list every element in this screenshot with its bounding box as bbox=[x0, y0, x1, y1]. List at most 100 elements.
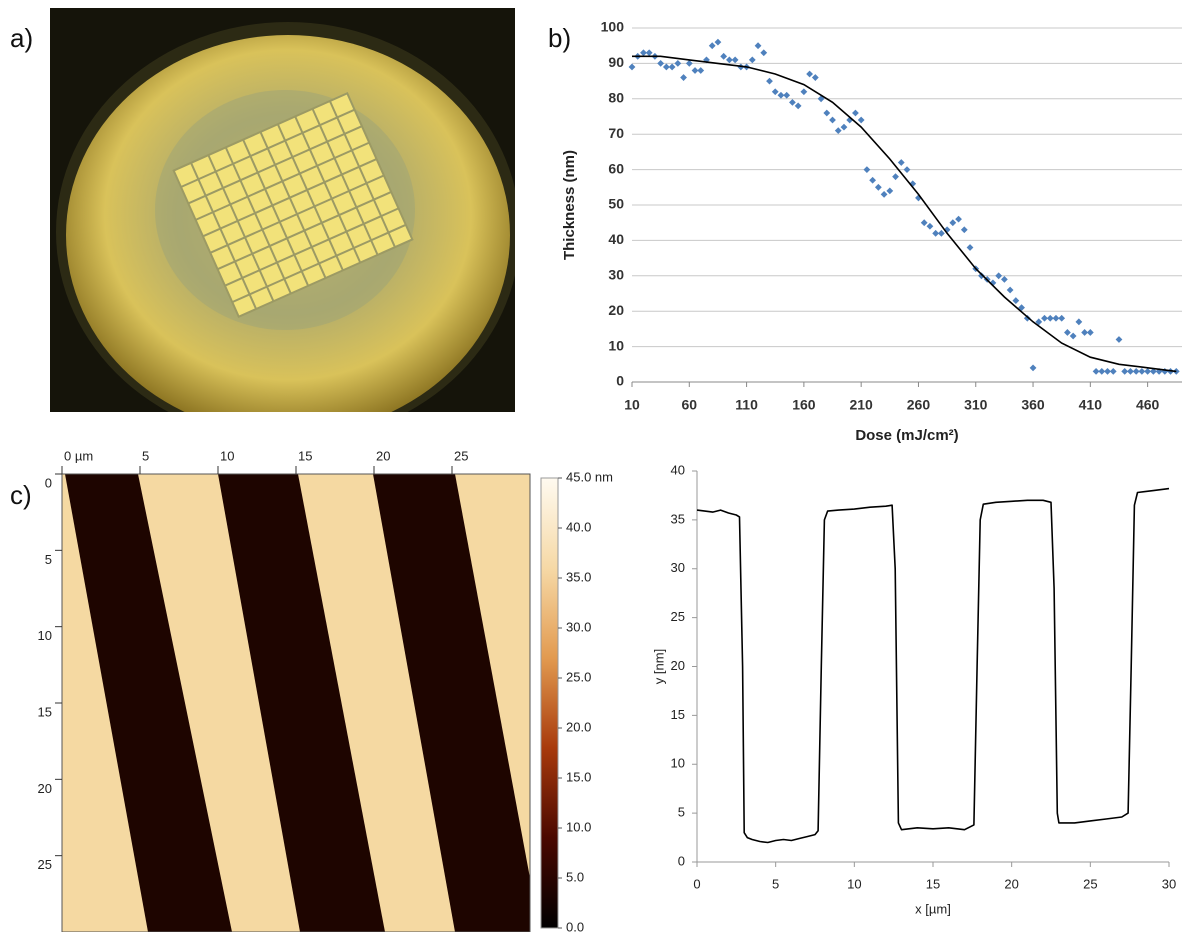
y-tick-label: 0 bbox=[45, 475, 52, 490]
data-point bbox=[1012, 297, 1020, 304]
data-point bbox=[1029, 364, 1037, 372]
data-point bbox=[754, 42, 762, 50]
data-point bbox=[760, 49, 768, 57]
data-point bbox=[806, 70, 813, 78]
data-point bbox=[708, 42, 716, 50]
colorbar-tick-label: 20.0 bbox=[566, 719, 591, 734]
x-tick-label: 15 bbox=[298, 448, 312, 463]
y-axis-title: Thickness (nm) bbox=[561, 150, 578, 260]
y-tick-label: 30 bbox=[608, 267, 624, 283]
y-tick-label: 0 bbox=[678, 853, 685, 868]
data-point bbox=[926, 222, 934, 230]
data-point bbox=[869, 176, 877, 184]
y-tick-label: 35 bbox=[671, 511, 685, 526]
y-tick-label: 10 bbox=[38, 628, 52, 643]
x-tick-label: 310 bbox=[964, 397, 988, 413]
data-point bbox=[811, 74, 819, 81]
y-tick-label: 20 bbox=[671, 658, 685, 673]
y-tick-label: 60 bbox=[608, 160, 624, 176]
colorbar-tick-label: 40.0 bbox=[566, 519, 591, 534]
colorbar-tick-label: 0.0 bbox=[566, 919, 584, 932]
y-tick-label: 40 bbox=[671, 462, 685, 477]
x-tick-label: 0 bbox=[693, 876, 700, 891]
data-point bbox=[892, 173, 899, 181]
data-point bbox=[640, 49, 647, 57]
data-point bbox=[1006, 286, 1014, 294]
data-point bbox=[829, 116, 836, 124]
data-point bbox=[903, 166, 911, 173]
y-tick-label: 70 bbox=[608, 125, 624, 141]
data-point bbox=[789, 98, 796, 106]
data-point bbox=[720, 52, 728, 60]
data-point bbox=[897, 159, 905, 166]
x-tick-label: 10 bbox=[847, 876, 861, 891]
data-point bbox=[726, 56, 733, 64]
y-tick-label: 80 bbox=[608, 90, 624, 106]
data-point bbox=[1109, 367, 1117, 375]
x-tick-label: 10 bbox=[220, 448, 234, 463]
y-tick-label: 10 bbox=[608, 337, 624, 353]
y-tick-label: 30 bbox=[671, 560, 685, 575]
data-point bbox=[955, 215, 962, 223]
x-tick-label: 20 bbox=[1004, 876, 1018, 891]
colorbar-tick-label: 10.0 bbox=[566, 819, 591, 834]
data-point bbox=[731, 56, 739, 64]
x-tick-label: 10 bbox=[624, 397, 640, 413]
panel-label: c) bbox=[10, 480, 32, 510]
y-tick-label: 40 bbox=[608, 231, 624, 247]
x-tick-label: 25 bbox=[1083, 876, 1097, 891]
data-point bbox=[966, 244, 974, 251]
data-point bbox=[834, 127, 842, 135]
y-tick-label: 20 bbox=[38, 781, 52, 796]
data-point bbox=[937, 229, 945, 237]
data-point bbox=[1052, 314, 1060, 322]
x-axis-title: x [µm] bbox=[915, 901, 951, 916]
colorbar-tick-label: 15.0 bbox=[566, 769, 591, 784]
data-point bbox=[1035, 318, 1043, 326]
colorbar-tick-label: 45.0 nm bbox=[566, 469, 613, 484]
data-point bbox=[960, 226, 968, 234]
data-point bbox=[1018, 304, 1025, 312]
data-point bbox=[1075, 318, 1083, 326]
data-point bbox=[920, 219, 928, 227]
afm-image bbox=[62, 474, 530, 932]
data-point bbox=[674, 60, 682, 67]
x-tick-label: 210 bbox=[849, 397, 873, 413]
y-tick-label: 5 bbox=[45, 552, 52, 567]
y-tick-label: 10 bbox=[671, 756, 685, 771]
x-tick-label: 260 bbox=[907, 397, 931, 413]
data-point bbox=[852, 109, 859, 117]
x-tick-label: 0 µm bbox=[64, 448, 93, 463]
wafer-photo bbox=[50, 8, 515, 412]
data-point bbox=[680, 74, 687, 81]
colorbar-tick-label: 35.0 bbox=[566, 569, 591, 584]
panel-label: b) bbox=[548, 23, 571, 53]
data-point bbox=[783, 91, 791, 99]
data-point bbox=[874, 183, 882, 191]
y-tick-label: 50 bbox=[608, 196, 624, 212]
data-point bbox=[1144, 367, 1152, 375]
data-point bbox=[800, 88, 808, 96]
data-point bbox=[668, 63, 676, 71]
data-point bbox=[857, 116, 865, 124]
data-point bbox=[995, 272, 1003, 280]
fit-curve bbox=[632, 55, 1177, 373]
data-point bbox=[840, 123, 848, 131]
data-point bbox=[1069, 332, 1077, 340]
colorbar-tick-label: 25.0 bbox=[566, 669, 591, 684]
data-point bbox=[1104, 367, 1111, 375]
x-axis-title: Dose (mJ/cm²) bbox=[855, 427, 958, 444]
data-point bbox=[1115, 336, 1123, 343]
data-point bbox=[777, 91, 785, 99]
y-tick-label: 90 bbox=[608, 54, 624, 70]
data-point bbox=[1001, 275, 1008, 283]
data-point bbox=[863, 166, 871, 173]
data-point bbox=[697, 67, 705, 74]
data-point bbox=[794, 102, 802, 110]
x-tick-label: 15 bbox=[926, 876, 940, 891]
y-tick-label: 25 bbox=[671, 609, 685, 624]
colorbar bbox=[540, 477, 559, 929]
data-point bbox=[1138, 367, 1146, 375]
y-tick-label: 100 bbox=[601, 19, 625, 35]
